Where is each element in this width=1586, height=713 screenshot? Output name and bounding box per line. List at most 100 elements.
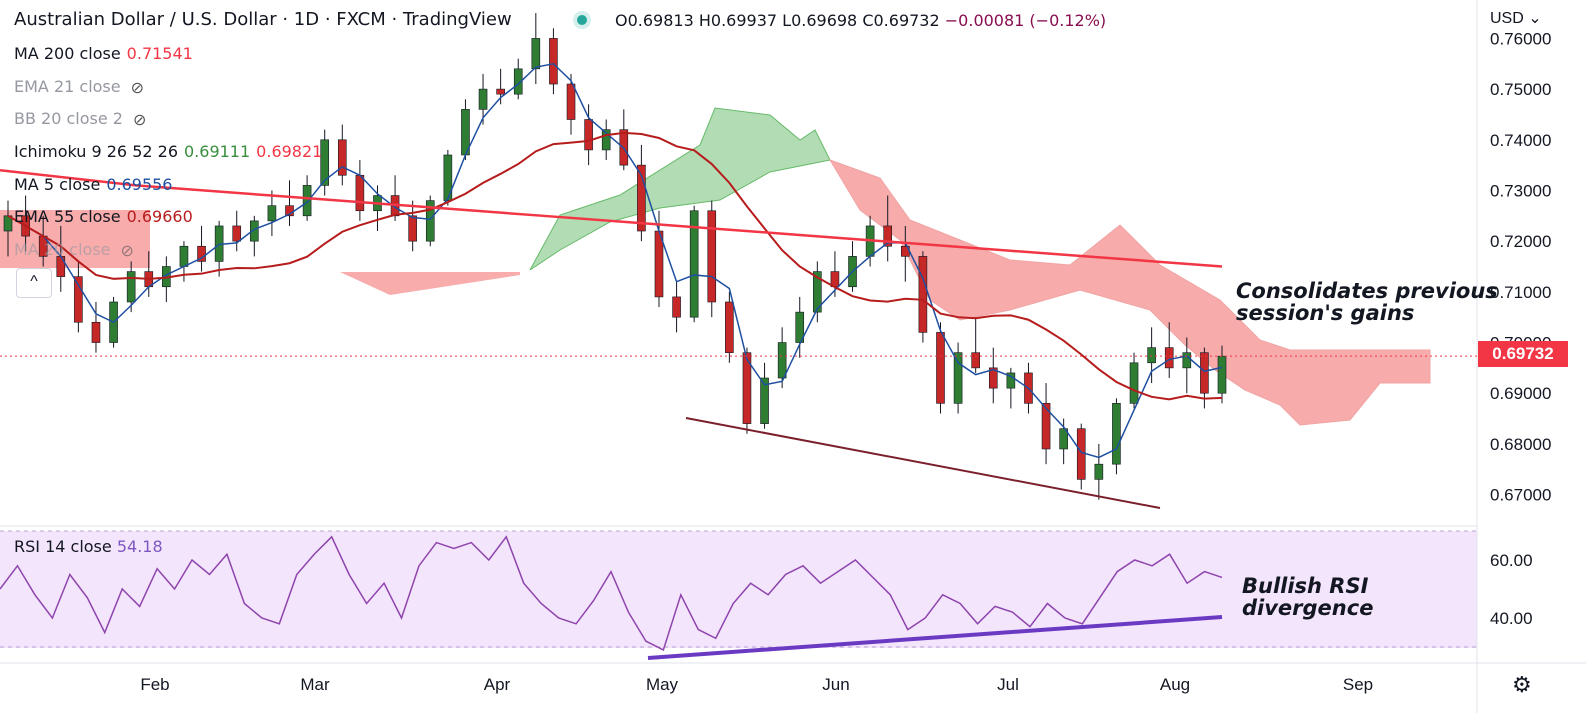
ema55-line [7, 131, 1223, 401]
gear-icon[interactable]: ⚙ [1512, 672, 1532, 697]
last-price-tag: 0.69732 [1478, 341, 1568, 367]
time-tick-label: Jul [997, 675, 1019, 694]
legend-ma20[interactable]: MA 20 close ⊘ [14, 240, 134, 260]
candle-body [1059, 428, 1068, 450]
candle-body [1200, 352, 1209, 394]
support-trendline[interactable] [685, 417, 1161, 509]
candle-body [337, 139, 347, 176]
time-tick-label: Apr [484, 675, 511, 694]
rsi-tick-label: 60.00 [1490, 551, 1533, 570]
candle-body [1217, 355, 1227, 394]
candle-body [126, 271, 136, 303]
legend-bb20[interactable]: BB 20 close 2 ⊘ [14, 109, 146, 129]
legend-ema21[interactable]: EMA 21 close ⊘ [14, 77, 144, 97]
legend-label: Ichimoku 9 26 52 26 [14, 142, 178, 161]
candle-body [566, 83, 576, 120]
candle-body [425, 200, 435, 242]
candle-body [760, 377, 769, 424]
candle-body [3, 215, 13, 232]
candle-body [777, 342, 787, 379]
legend-value: 0.69111 [184, 142, 251, 161]
candle-body [302, 185, 312, 217]
price-tick-label: 0.76000 [1490, 29, 1551, 48]
eye-off-icon[interactable]: ⊘ [120, 241, 134, 260]
price-tick-label: 0.73000 [1490, 181, 1551, 200]
candle-body [443, 154, 453, 201]
ma200-line [0, 168, 1223, 268]
legend-ema55[interactable]: EMA 55 close 0.69660 [14, 207, 193, 226]
legend-value-2: 0.69821 [256, 142, 323, 161]
annotation-bullish[interactable]: Bullish RSI divergence [1242, 575, 1373, 619]
price-tick-label: 0.74000 [1490, 131, 1551, 150]
candle-body [1164, 347, 1174, 369]
candle-body [355, 174, 365, 212]
candle-body [320, 139, 329, 186]
currency-selector[interactable]: USD ⌄ [1490, 8, 1542, 28]
rsi-axis[interactable]: 60.00 40.00 [1490, 551, 1533, 628]
price-tick-label: 0.67000 [1490, 486, 1551, 505]
ohlc-low: L0.69698 [782, 11, 858, 30]
rsi-legend[interactable]: RSI 14 close 54.18 [14, 537, 163, 556]
currency-label: USD [1490, 10, 1524, 27]
candle-body [1094, 463, 1104, 480]
candle-body [689, 210, 699, 318]
chevron-down-icon: ⌄ [1528, 10, 1542, 27]
price-tick-label: 0.69000 [1490, 384, 1551, 403]
legend-label: EMA 55 close [14, 207, 121, 226]
ichimoku-cloud [0, 107, 1431, 426]
candle-body [725, 301, 734, 353]
annotation-consolidates[interactable]: Consolidates previous session's gains [1236, 280, 1498, 324]
legend-value: 0.69660 [126, 207, 193, 226]
candle-body [91, 321, 101, 343]
rsi-tick-label: 40.00 [1490, 609, 1533, 628]
candle-body [531, 38, 541, 70]
legend-label: MA 5 close [14, 175, 101, 194]
candle-body [408, 215, 417, 242]
legend-label: BB 20 close 2 [14, 109, 123, 128]
candle-body [918, 256, 928, 333]
candle-body [1147, 347, 1156, 364]
time-tick-label: Sep [1343, 675, 1373, 694]
price-tick-label: 0.75000 [1490, 80, 1551, 99]
legend-ichimoku[interactable]: Ichimoku 9 26 52 26 0.69111 0.69821 [14, 142, 322, 161]
legend-label: MA 20 close [14, 240, 111, 259]
legend-value: 0.71541 [126, 44, 193, 63]
time-tick-label: Aug [1160, 675, 1190, 694]
legend-ma5[interactable]: MA 5 close 0.69556 [14, 175, 172, 194]
rsi-divergence-trendline[interactable] [647, 615, 1223, 660]
candle-body [250, 220, 259, 242]
candle-body [1006, 372, 1016, 389]
candle-body [601, 129, 611, 151]
price-tick-label: 0.68000 [1490, 435, 1551, 454]
candle-body [1112, 403, 1121, 465]
candle-body [795, 311, 805, 343]
ohlc-change: −0.00081 (−0.12%) [944, 11, 1107, 30]
candle-body [1129, 362, 1139, 404]
candle-body [813, 271, 822, 313]
collapse-legend-button[interactable]: ^ [16, 268, 52, 298]
candle-body [1076, 428, 1086, 480]
candle-body [637, 164, 646, 232]
rsi-line [0, 535, 1223, 651]
time-tick-label: Mar [300, 675, 330, 694]
legend-label: MA 200 close [14, 44, 121, 63]
candle-body [496, 88, 505, 95]
legend-value: 0.69556 [106, 175, 173, 194]
candle-body [197, 245, 206, 262]
time-tick-label: Jun [822, 675, 849, 694]
legend-ma200[interactable]: MA 200 close 0.71541 [14, 44, 193, 63]
candle-body [549, 38, 558, 85]
candle-body [988, 367, 998, 389]
rsi-label: RSI 14 close [14, 537, 112, 556]
time-axis[interactable]: Feb Mar Apr May Jun Jul Aug Sep [140, 675, 1373, 694]
ohlc-high: H0.69937 [698, 11, 778, 30]
eye-off-icon[interactable]: ⊘ [132, 110, 147, 129]
candle-body [707, 210, 717, 303]
market-status-dot [577, 15, 587, 25]
annotation-line: divergence [1242, 596, 1374, 620]
candle-body [883, 225, 893, 247]
eye-off-icon[interactable]: ⊘ [130, 78, 145, 97]
ohlc-close: C0.69732 [862, 11, 940, 30]
candle-body [478, 88, 488, 110]
